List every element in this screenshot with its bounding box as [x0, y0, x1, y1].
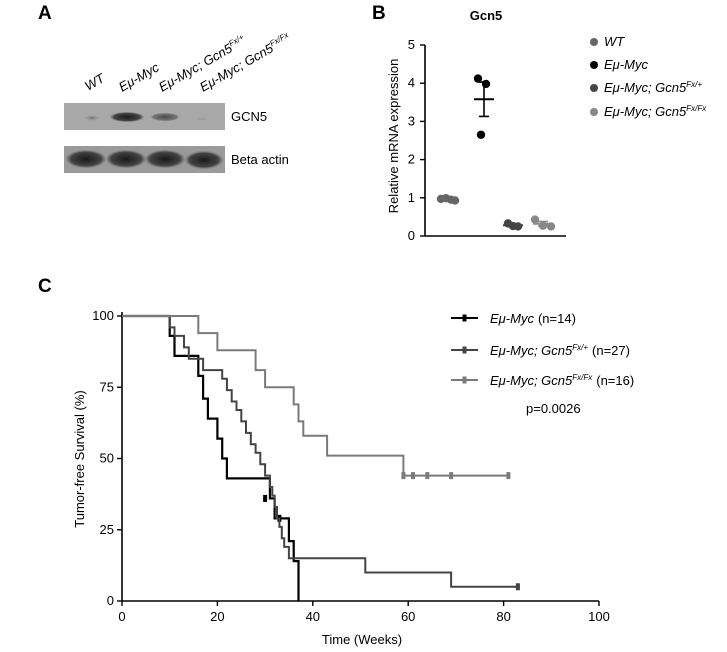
chart-c-xtick-label: 100 [588, 609, 610, 624]
gcn5-band-fx-plus [151, 113, 179, 121]
actin-band-fx-fx [185, 151, 223, 169]
gcn5-band-label: GCN5 [231, 109, 267, 124]
chart-b-legend-marker [590, 61, 598, 69]
actin-band-fx-plus [145, 150, 185, 168]
chart-b-legend-label-main: Eμ-Myc; Gcn5 [604, 80, 687, 95]
chart-b-ylabel: Relative mRNA expression [386, 59, 401, 214]
gcn5-band-emu-myc [110, 112, 144, 122]
chart-b-legend-marker [590, 108, 598, 116]
panel-label-b: B [372, 3, 386, 24]
chart-c-ytick-label: 25 [100, 522, 114, 537]
chart-c-censor-mark [515, 583, 520, 591]
chart-c-legend-label: Eμ-Myc (n=14) [490, 311, 576, 326]
chart-c-censor-mark [263, 494, 268, 502]
actin-band-wt [66, 150, 106, 168]
chart-b-legend-label-main: Eμ-Myc [604, 57, 648, 72]
chart-c-survival-line [122, 315, 509, 477]
chart-c-legend-label-n: (n=14) [538, 311, 576, 326]
panel-label-a: A [38, 3, 52, 24]
chart-b-legend-label-main: Eμ-Myc; Gcn5 [604, 104, 687, 119]
chart-c-legend-marker [462, 376, 467, 384]
chart-b-legend-label-sup: Fx/Fx [686, 104, 707, 113]
chart-c-legend-label-n: (n=16) [596, 373, 634, 388]
chart-c-legend-label-main: Eμ-Myc [490, 311, 534, 326]
lane-label-emu-myc: Eμ-Myc [116, 59, 162, 94]
lane-label-wt: WT [82, 70, 108, 94]
chart-c-legend-label-main: Eμ-Myc; Gcn5 [490, 373, 573, 388]
chart-b-legend-label: WT [604, 34, 625, 49]
chart-c-censor-mark [410, 472, 415, 480]
gcn5-band-fx-fx [196, 117, 208, 121]
chart-c-xlabel: Time (Weeks) [322, 632, 402, 647]
chart-b-point [473, 74, 483, 83]
survival-chart: Time (Weeks) Tumor-free Survival (%) p=0… [72, 308, 634, 647]
western-blot: WT Eμ-Myc Eμ-Myc; Gcn5Fx/+ Eμ-Myc; Gcn5F… [64, 30, 291, 173]
chart-b-legend-label-sup: Fx/+ [686, 80, 702, 89]
chart-b-ytick-label: 0 [408, 228, 415, 243]
chart-c-xtick-label: 40 [306, 609, 320, 624]
chart-b-point [481, 79, 491, 89]
chart-b-legend-marker [590, 84, 598, 92]
chart-b-legend-label-main: WT [604, 34, 625, 49]
chart-c-xtick-label: 0 [118, 609, 125, 624]
chart-c-legend-marker [462, 346, 467, 354]
chart-b-ytick-label: 2 [408, 152, 415, 167]
chart-c-survival-line [122, 314, 300, 601]
gcn5-band-wt [83, 115, 101, 121]
lane-labels: WT Eμ-Myc Eμ-Myc; Gcn5Fx/+ Eμ-Myc; Gcn5F… [82, 30, 291, 95]
chart-c-survival-line [122, 315, 518, 588]
chart-b-ytick-label: 4 [408, 75, 415, 90]
chart-b-point [476, 130, 486, 139]
chart-c-ylabel: Tumor-free Survival (%) [72, 390, 87, 527]
chart-c-ytick-label: 100 [92, 308, 114, 323]
chart-c-legend-label: Eμ-Myc; Gcn5Fx/+ (n=27) [490, 343, 630, 358]
beta-actin-blot [64, 146, 225, 173]
chart-b-ytick-label: 3 [408, 113, 415, 128]
chart-c-legend-marker [462, 314, 467, 322]
chart-c-censor-mark [425, 472, 430, 480]
chart-b-point [530, 215, 540, 224]
chart-b-ytick-label: 5 [408, 37, 415, 52]
chart-c-legend-label: Eμ-Myc; Gcn5Fx/Fx (n=16) [490, 373, 634, 388]
chart-c-ytick-label: 75 [100, 379, 114, 394]
chart-c-xtick-label: 80 [496, 609, 510, 624]
actin-band-emu-myc [106, 150, 146, 168]
panel-label-c: C [38, 276, 52, 297]
chart-c-pvalue: p=0.0026 [526, 401, 581, 416]
chart-c-censor-mark [449, 472, 454, 480]
chart-c-censor-mark [506, 472, 511, 480]
chart-c-legend-label-main: Eμ-Myc; Gcn5 [490, 343, 573, 358]
chart-b-legend-label: Eμ-Myc; Gcn5Fx/Fx [604, 104, 707, 119]
chart-c-censor-mark [401, 472, 406, 480]
chart-c-legend-label-sup: Fx/Fx [572, 373, 593, 382]
chart-c-legend-label-n: (n=27) [592, 343, 630, 358]
chart-b-legend-marker [590, 38, 598, 46]
chart-c-xtick-label: 20 [210, 609, 224, 624]
chart-b-legend-label: Eμ-Myc; Gcn5Fx/+ [604, 80, 702, 95]
chart-c-ytick-label: 50 [100, 451, 114, 466]
gcn5-expression-chart: Gcn5 Relative mRNA expression 0 1 2 3 4 5 WT Eμ… [386, 8, 707, 243]
chart-c-xtick-label: 60 [401, 609, 415, 624]
chart-b-ytick-label: 1 [408, 190, 415, 205]
chart-b-legend-label: Eμ-Myc [604, 57, 648, 72]
gcn5-blot [64, 103, 225, 130]
chart-b-title: Gcn5 [470, 8, 503, 23]
chart-c-legend-label-sup: Fx/+ [572, 343, 588, 352]
beta-actin-band-label: Beta actin [231, 152, 289, 167]
chart-c-ytick-label: 0 [107, 593, 114, 608]
